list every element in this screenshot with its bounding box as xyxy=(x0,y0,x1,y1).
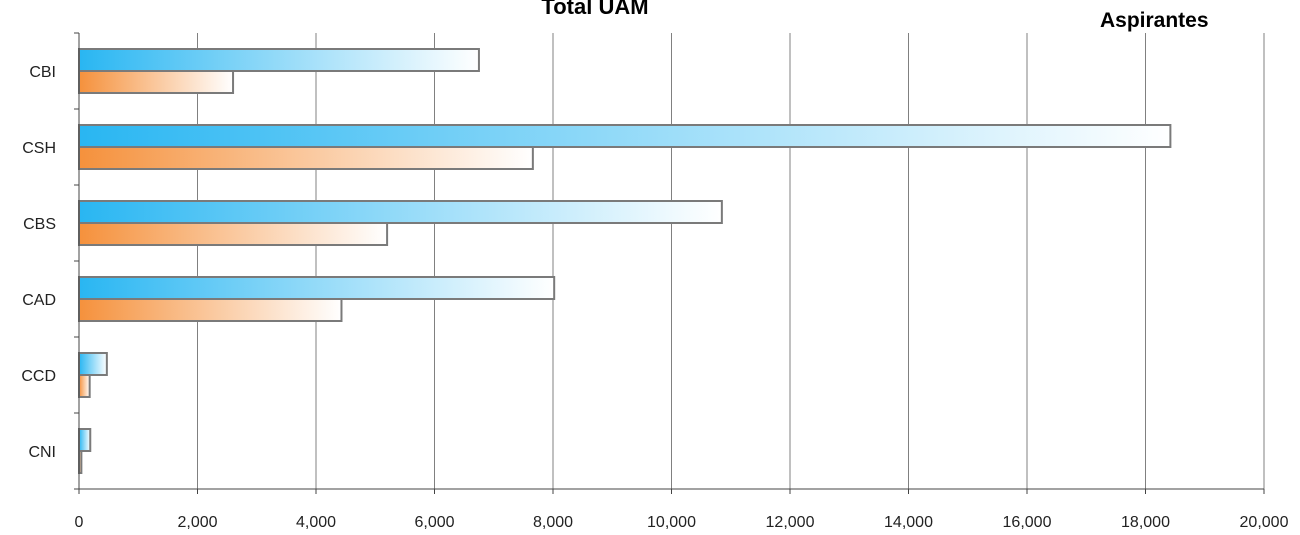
y-tick-label: CCD xyxy=(21,368,56,385)
x-tick-label: 4,000 xyxy=(296,514,336,531)
x-tick-label: 12,000 xyxy=(766,514,815,531)
series-label: Aspirantes xyxy=(1100,9,1209,32)
bar xyxy=(78,374,91,398)
x-tick-label: 20,000 xyxy=(1240,514,1289,531)
bar xyxy=(78,276,556,300)
y-tick-label: CBI xyxy=(29,64,56,81)
x-tick-label: 16,000 xyxy=(1003,514,1052,531)
y-tick-label: CBS xyxy=(23,216,56,233)
bar xyxy=(78,222,389,246)
x-tick-label: 10,000 xyxy=(647,514,696,531)
x-tick-label: 14,000 xyxy=(884,514,933,531)
bar xyxy=(78,352,108,376)
axes xyxy=(74,32,1265,494)
bar xyxy=(78,200,723,224)
chart-title: Total UAM xyxy=(541,0,649,19)
y-tick-label: CNI xyxy=(28,444,56,461)
bar xyxy=(78,48,480,72)
y-tick-label: CAD xyxy=(22,292,56,309)
x-tick-label: 8,000 xyxy=(533,514,573,531)
tick-labels: 0 2,000 4,000 6,000 8,000 10,000 12,000 14,000 1… xyxy=(21,64,1288,531)
y-tick-label: CSH xyxy=(22,140,56,157)
bar xyxy=(78,146,534,170)
bar xyxy=(78,428,92,452)
x-tick-label: 18,000 xyxy=(1121,514,1170,531)
x-tick-label: 0 xyxy=(75,514,84,531)
bar xyxy=(78,70,235,94)
x-tick-label: 2,000 xyxy=(177,514,217,531)
grid-lines xyxy=(197,33,1265,489)
bar xyxy=(78,124,1172,148)
bars xyxy=(78,48,1172,474)
x-tick-label: 6,000 xyxy=(414,514,454,531)
bar xyxy=(78,298,343,322)
